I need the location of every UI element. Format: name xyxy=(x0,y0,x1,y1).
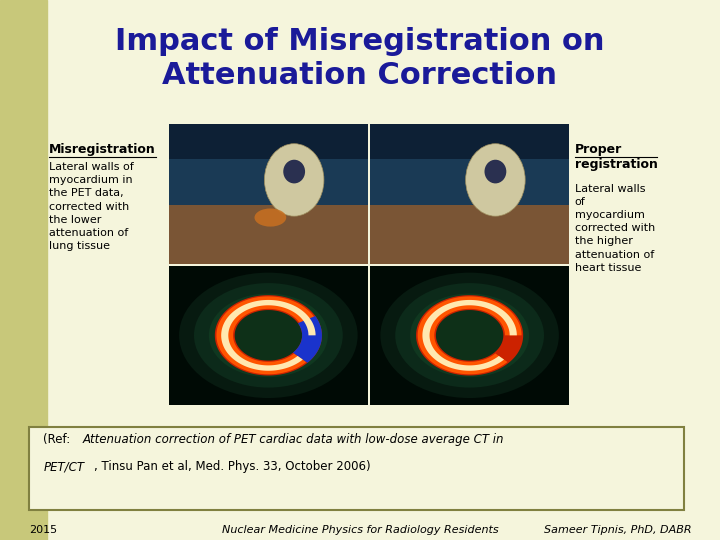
Ellipse shape xyxy=(410,294,529,377)
Bar xyxy=(370,124,569,264)
Text: Attenuation correction of PET cardiac data with low-dose average CT in: Attenuation correction of PET cardiac da… xyxy=(83,433,504,446)
Polygon shape xyxy=(418,296,521,374)
Ellipse shape xyxy=(283,160,305,184)
Text: Lateral walls
of
myocardium
corrected with
the higher
attenuation of
heart tissu: Lateral walls of myocardium corrected wi… xyxy=(575,184,654,273)
Bar xyxy=(169,124,367,264)
Polygon shape xyxy=(423,300,517,371)
Bar xyxy=(370,124,569,264)
Bar xyxy=(169,124,367,264)
Ellipse shape xyxy=(179,273,358,398)
Bar xyxy=(169,266,367,405)
Ellipse shape xyxy=(209,294,328,377)
Bar xyxy=(169,266,367,405)
Ellipse shape xyxy=(466,144,525,216)
Ellipse shape xyxy=(194,283,343,388)
Bar xyxy=(0,0,47,540)
Ellipse shape xyxy=(264,144,324,216)
Bar xyxy=(169,205,367,264)
Bar xyxy=(169,124,367,159)
Ellipse shape xyxy=(425,304,514,367)
Text: (Ref:: (Ref: xyxy=(43,433,74,446)
Polygon shape xyxy=(217,296,320,374)
FancyBboxPatch shape xyxy=(29,427,684,510)
Ellipse shape xyxy=(254,208,287,227)
Text: 2015: 2015 xyxy=(29,524,57,535)
Ellipse shape xyxy=(395,283,544,388)
Text: PET/CT: PET/CT xyxy=(43,460,84,473)
Text: Nuclear Medicine Physics for Radiology Residents: Nuclear Medicine Physics for Radiology R… xyxy=(222,524,498,535)
Text: Proper
registration: Proper registration xyxy=(575,143,657,171)
Text: , Tinsu Pan et al, Med. Phys. 33, October 2006): , Tinsu Pan et al, Med. Phys. 33, Octobe… xyxy=(94,460,370,473)
Ellipse shape xyxy=(380,273,559,398)
Text: Lateral walls of
myocardium in
the PET data,
corrected with
the lower
attenuatio: Lateral walls of myocardium in the PET d… xyxy=(49,162,134,251)
Text: Sameer Tipnis, PhD, DABR: Sameer Tipnis, PhD, DABR xyxy=(544,524,691,535)
Bar xyxy=(370,205,569,264)
Bar xyxy=(370,266,569,405)
Polygon shape xyxy=(215,295,322,375)
Polygon shape xyxy=(293,316,322,363)
Text: Misregistration: Misregistration xyxy=(49,143,156,156)
Bar xyxy=(370,266,569,405)
Text: Impact of Misregistration on
Attenuation Correction: Impact of Misregistration on Attenuation… xyxy=(115,27,605,90)
Bar xyxy=(370,124,569,159)
Polygon shape xyxy=(221,300,315,371)
Polygon shape xyxy=(416,295,523,375)
Ellipse shape xyxy=(485,160,506,184)
Ellipse shape xyxy=(224,304,313,367)
